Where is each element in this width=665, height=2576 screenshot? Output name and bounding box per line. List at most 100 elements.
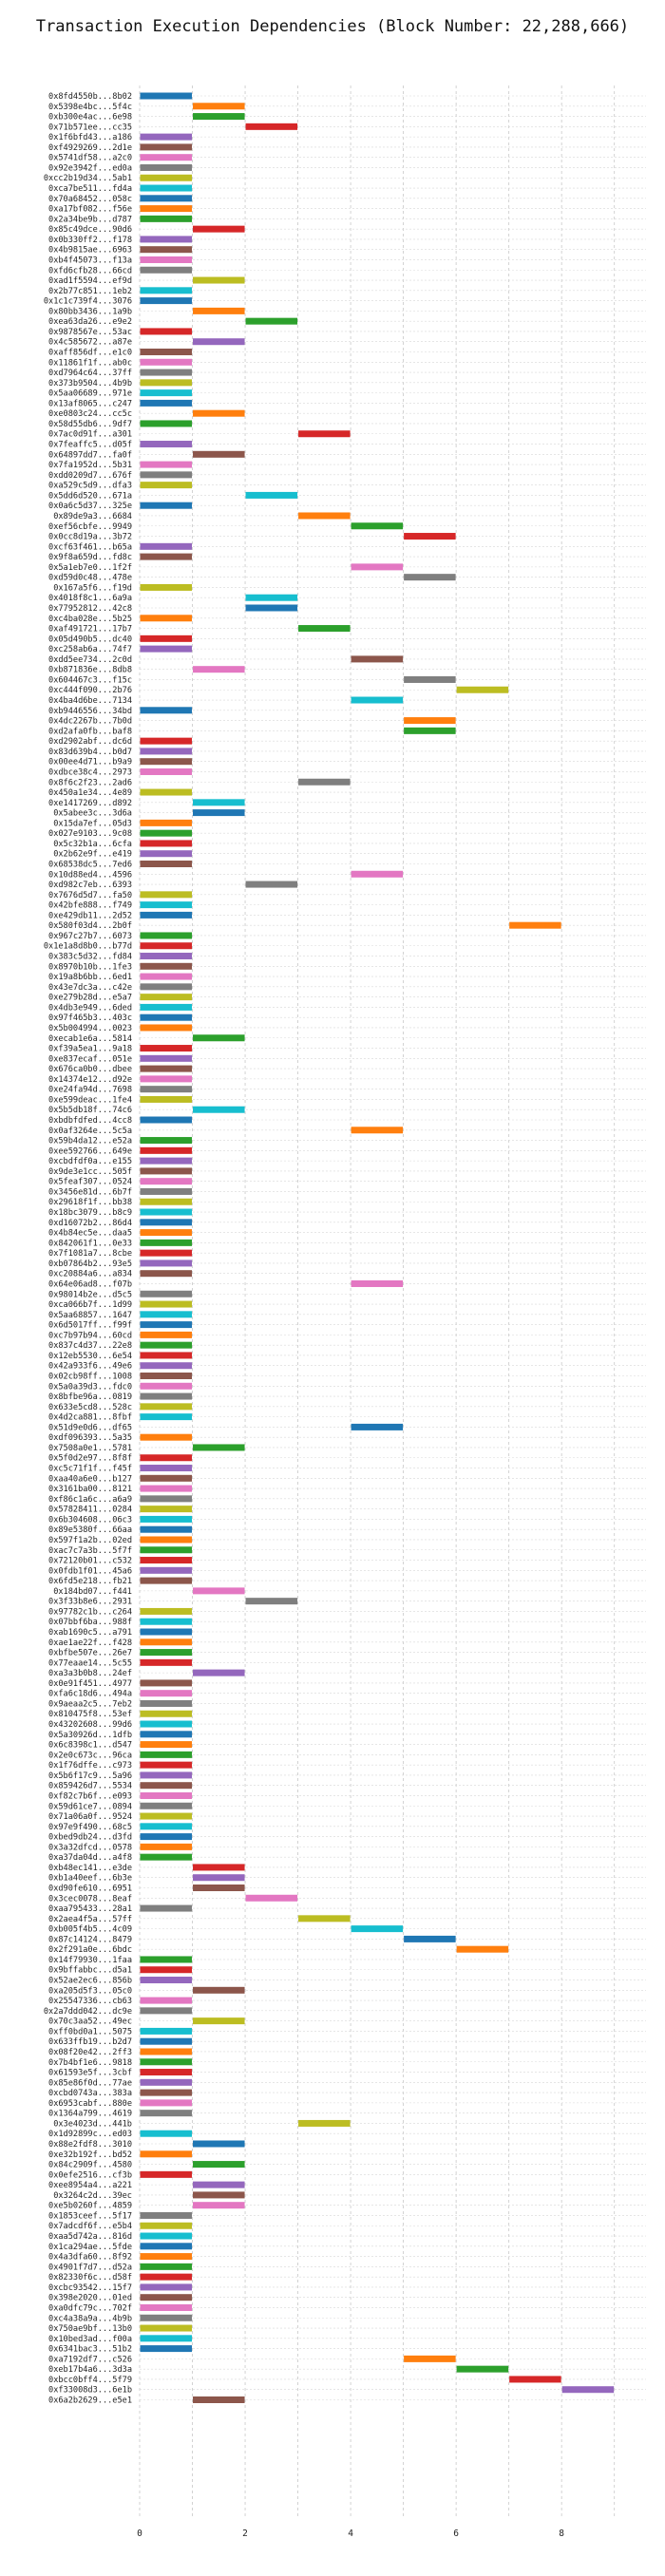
transaction-bar [140,850,193,858]
transaction-bar [404,717,456,725]
transaction-label: 0x859426d7...5534 [48,1782,132,1791]
transaction-bar [140,2027,193,2035]
transaction-label: 0x82330f6c...d58f [48,2273,132,2282]
transaction-label: 0x2f291a0e...6bdc [48,1945,132,1955]
transaction-label: 0x6a2b2629...e5e1 [48,2396,132,2406]
transaction-bar [140,1956,193,1963]
transaction-label: 0xc5c71f1f...f45f [48,1465,132,1474]
transaction-label: 0xa205d5f3...05c0 [48,1986,132,1996]
transaction-bar [140,143,193,151]
transaction-bar [140,2130,193,2137]
transaction-label: 0xbed9db24...d3fd [48,1833,132,1843]
transaction-label: 0xbdbfdfed...4cc8 [48,1116,132,1126]
transaction-bar [140,1362,193,1370]
transaction-bar [298,625,351,633]
transaction-bar [140,1679,193,1687]
transaction-bar [245,491,298,499]
transaction-bar [140,1771,193,1779]
transaction-label: 0x72120b01...c532 [48,1557,132,1566]
transaction-bar [193,450,245,458]
transaction-label: 0x2e0c673c...96ca [48,1751,132,1760]
transaction-label: 0x5a1eb7e0...1f2f [48,563,132,573]
transaction-bar [140,287,193,294]
transaction-label: 0xd2afa0fb...baf8 [48,727,132,736]
transaction-label: 0x71a06a0f...9524 [48,1812,132,1822]
transaction-bar [140,1525,193,1533]
transaction-bar [140,1495,193,1503]
transaction-bar [140,819,193,826]
transaction-label: 0xca066b7f...1d99 [48,1300,132,1310]
transaction-bar [404,574,456,581]
transaction-bar [140,1116,193,1124]
transaction-label: 0x9bffabbc...d5a1 [48,1966,132,1976]
transaction-bar [351,696,404,704]
transaction-label: 0xbfbe507e...26e7 [48,1649,132,1658]
transaction-bar [140,1157,193,1165]
transaction-bar [193,225,245,233]
transaction-label: 0x25547336...cb63 [48,1997,132,2006]
transaction-bar [140,2222,193,2229]
transaction-bar [140,256,193,263]
transaction-label: 0x4901f7d7...d52a [48,2263,132,2272]
transaction-label: 0x58d55db6...9df7 [48,420,132,429]
transaction-bar [140,1137,193,1145]
transaction-bar [193,1106,245,1113]
transaction-bar [140,1146,193,1154]
transaction-bar [351,655,404,663]
transaction-bar [140,1392,193,1400]
transaction-label: 0xd982c7eb...6393 [48,881,132,890]
transaction-bar [140,1219,193,1226]
transaction-bar [193,809,245,817]
transaction-label: 0xb1a40eef...6b3e [48,1874,132,1884]
transaction-label: 0xcc2b19d34...5ab1 [44,174,132,183]
transaction-label: 0xe279b28d...e5a7 [48,994,132,1003]
transaction-label: 0x597f1a2b...02ed [48,1536,132,1545]
transaction-bar [298,778,351,786]
transaction-label: 0x6953cabf...880e [48,2099,132,2109]
transaction-bar [140,184,193,192]
transaction-label: 0xfd6cfb28...66cd [48,266,132,275]
transaction-bar [140,2007,193,2015]
transaction-label: 0x7676d5d7...fa50 [48,891,132,900]
transaction-label: 0x0fdb1f01...45a6 [48,1566,132,1576]
transaction-bar [193,2181,245,2188]
transaction-bar [140,2335,193,2342]
transaction-bar [140,2089,193,2096]
transaction-bar [140,1607,193,1615]
transaction-label: 0x6c8398c1...d547 [48,1741,132,1751]
transaction-label: 0x7f1081a7...8cbe [48,1249,132,1259]
transaction-label: 0x0cc8d19a...3b72 [48,533,132,542]
transaction-bar [140,1761,193,1769]
transaction-label: 0x837c4d37...22e8 [48,1341,132,1351]
grid-layer [139,85,646,2517]
transaction-label: 0x5b6f17c9...5a96 [48,1771,132,1781]
transaction-label: 0x1e1a8d8b0...b77d [44,942,132,952]
transaction-label: 0x5b004994...0023 [48,1024,132,1033]
transaction-bar [140,1433,193,1441]
transaction-bar [140,994,193,1001]
transaction-bar [140,1577,193,1584]
transaction-label: 0x5741df58...a2c0 [48,154,132,163]
transaction-bar [140,1485,193,1492]
transaction-bar [140,1413,193,1421]
transaction-label: 0x68538dc5...7ed6 [48,861,132,870]
transaction-label: 0x967c27b7...6073 [48,932,132,941]
transaction-label: 0x80bb3436...1a9b [48,307,132,316]
transaction-label: 0x3264c2d...39ec [53,2191,132,2201]
transaction-label: 0x10d88ed4...4596 [48,870,132,880]
transaction-bar [404,533,456,540]
transaction-bar [404,1935,456,1942]
transaction-bar [140,1546,193,1554]
transaction-bar [245,1598,298,1605]
transaction-label: 0xeb17b4a6...3d3a [48,2365,132,2375]
transaction-label: 0x9878567e...53ac [48,328,132,337]
transaction-label: 0x70a68452...058c [48,195,132,204]
transaction-label: 0x450a1e34...4e89 [48,788,132,798]
transaction-label: 0x6d5017ff...f99f [48,1321,132,1331]
transaction-bar [140,1566,193,1574]
transaction-bar [140,266,193,274]
transaction-bar [140,2263,193,2270]
transaction-label: 0xc4ba028e...5b25 [48,615,132,624]
transaction-bar [140,962,193,970]
transaction-label: 0x6b304608...06c3 [48,1515,132,1525]
